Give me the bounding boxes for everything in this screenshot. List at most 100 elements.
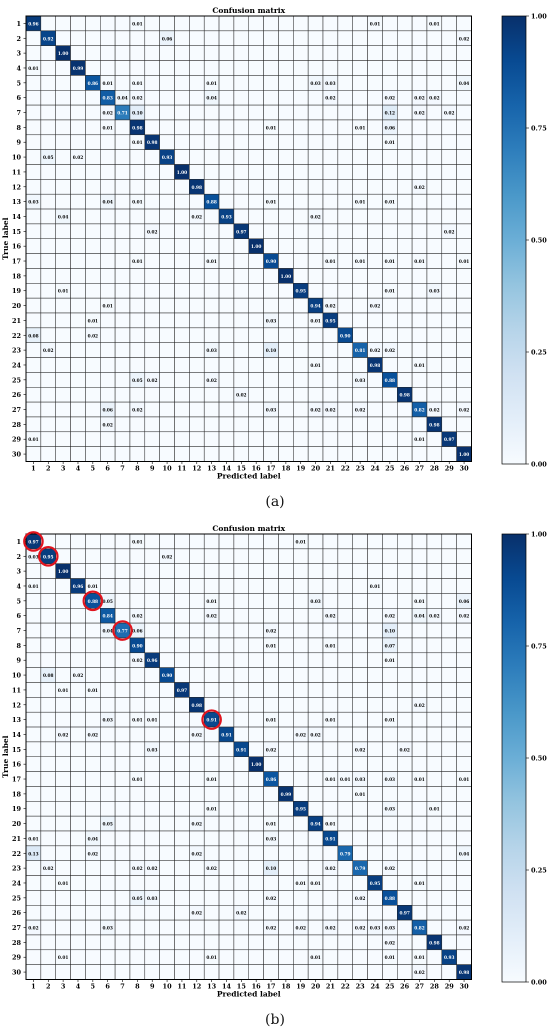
matrix-cell <box>411 30 428 46</box>
matrix-cell <box>278 860 294 876</box>
matrix-cell <box>100 786 116 802</box>
cell-value-label: 0.02 <box>88 733 98 738</box>
matrix-cell <box>70 119 86 136</box>
matrix-cell <box>203 149 220 165</box>
matrix-cell <box>293 90 309 106</box>
matrix-cell <box>367 104 383 121</box>
matrix-cell <box>248 726 264 743</box>
matrix-cell <box>100 208 116 225</box>
cell-value-label: 0.92 <box>43 37 53 42</box>
matrix-cell <box>203 357 220 373</box>
matrix-cell <box>85 164 101 180</box>
matrix-cell <box>293 119 309 136</box>
matrix-cell <box>337 608 353 624</box>
matrix-cell <box>144 90 160 106</box>
matrix-cell <box>293 416 309 433</box>
cell-value-label: 0.03 <box>385 778 395 783</box>
matrix-cell <box>174 890 190 906</box>
matrix-cell <box>456 637 472 654</box>
matrix-cell <box>293 387 309 403</box>
matrix-cell <box>307 416 324 433</box>
matrix-cell <box>144 801 160 817</box>
matrix-cell <box>55 342 71 358</box>
matrix-cell <box>397 446 413 462</box>
matrix-cell <box>456 268 472 284</box>
y-tick-label: 8 <box>16 642 21 650</box>
matrix-cell <box>85 905 101 921</box>
matrix-cell <box>129 149 146 165</box>
matrix-cell <box>352 446 368 462</box>
matrix-cell <box>55 860 71 876</box>
matrix-cell <box>189 875 205 891</box>
matrix-cell <box>40 845 56 861</box>
cell-value-label: 0.93 <box>444 956 454 961</box>
matrix-cell <box>352 578 368 594</box>
matrix-cell <box>174 312 190 329</box>
matrix-cell <box>278 815 294 832</box>
matrix-cell <box>278 697 294 713</box>
cell-value-label: 0.90 <box>266 260 276 265</box>
colorbar-tick-label: 0.50 <box>531 237 547 245</box>
matrix-cell <box>174 756 190 772</box>
cell-value-label: 0.01 <box>459 260 469 265</box>
matrix-cell <box>397 134 413 150</box>
matrix-cell <box>367 401 383 418</box>
matrix-cell <box>307 533 324 550</box>
matrix-cell <box>337 312 353 329</box>
matrix-cell <box>426 875 443 891</box>
matrix-cell <box>367 431 383 447</box>
colorbar <box>501 533 527 983</box>
matrix-cell <box>263 578 279 594</box>
matrix-cell <box>203 134 220 150</box>
matrix-cell <box>233 283 249 299</box>
matrix-cell <box>189 238 205 254</box>
matrix-cell <box>85 387 101 403</box>
matrix-cell <box>352 637 368 654</box>
matrix-cell <box>456 905 472 921</box>
matrix-cell <box>293 934 309 951</box>
matrix-cell <box>218 327 235 343</box>
matrix-cell <box>441 711 457 728</box>
matrix-cell <box>100 327 116 343</box>
matrix-cell <box>174 75 190 91</box>
matrix-cell <box>25 223 42 239</box>
matrix-cell <box>189 860 205 876</box>
matrix-cell <box>233 357 249 373</box>
matrix-cell <box>203 283 220 299</box>
matrix-cell <box>174 149 190 165</box>
matrix-cell <box>278 446 294 462</box>
matrix-cell <box>337 682 353 698</box>
matrix-cell <box>114 875 131 891</box>
matrix-cell <box>293 652 309 668</box>
matrix-cell <box>25 964 42 980</box>
matrix-cell <box>70 845 86 861</box>
matrix-cell <box>367 312 383 329</box>
matrix-cell <box>144 179 160 195</box>
matrix-cell <box>174 533 190 550</box>
matrix-cell <box>441 801 457 817</box>
cell-value-label: 0.86 <box>88 82 98 87</box>
matrix-cell <box>322 593 339 609</box>
matrix-cell <box>40 208 56 225</box>
matrix-cell <box>441 268 457 284</box>
y-tick-label: 3 <box>16 568 21 576</box>
cell-value-label: 0.03 <box>355 379 365 384</box>
matrix-cell <box>55 238 71 254</box>
matrix-cell <box>85 771 101 787</box>
matrix-cell <box>85 104 101 121</box>
matrix-cell <box>248 533 264 550</box>
matrix-cell <box>100 238 116 254</box>
matrix-cell <box>40 622 56 639</box>
matrix-cell <box>55 193 71 210</box>
matrix-cell <box>322 45 339 61</box>
cell-value-label: 0.02 <box>206 379 216 384</box>
matrix-cell <box>159 238 175 254</box>
matrix-cell <box>159 890 175 906</box>
matrix-cell <box>100 756 116 772</box>
matrix-cell <box>114 15 131 32</box>
matrix-cell <box>114 801 131 817</box>
cell-value-label: 0.98 <box>429 941 439 946</box>
matrix-cell <box>218 75 235 91</box>
matrix-cell <box>70 934 86 951</box>
matrix-cell <box>426 164 443 180</box>
